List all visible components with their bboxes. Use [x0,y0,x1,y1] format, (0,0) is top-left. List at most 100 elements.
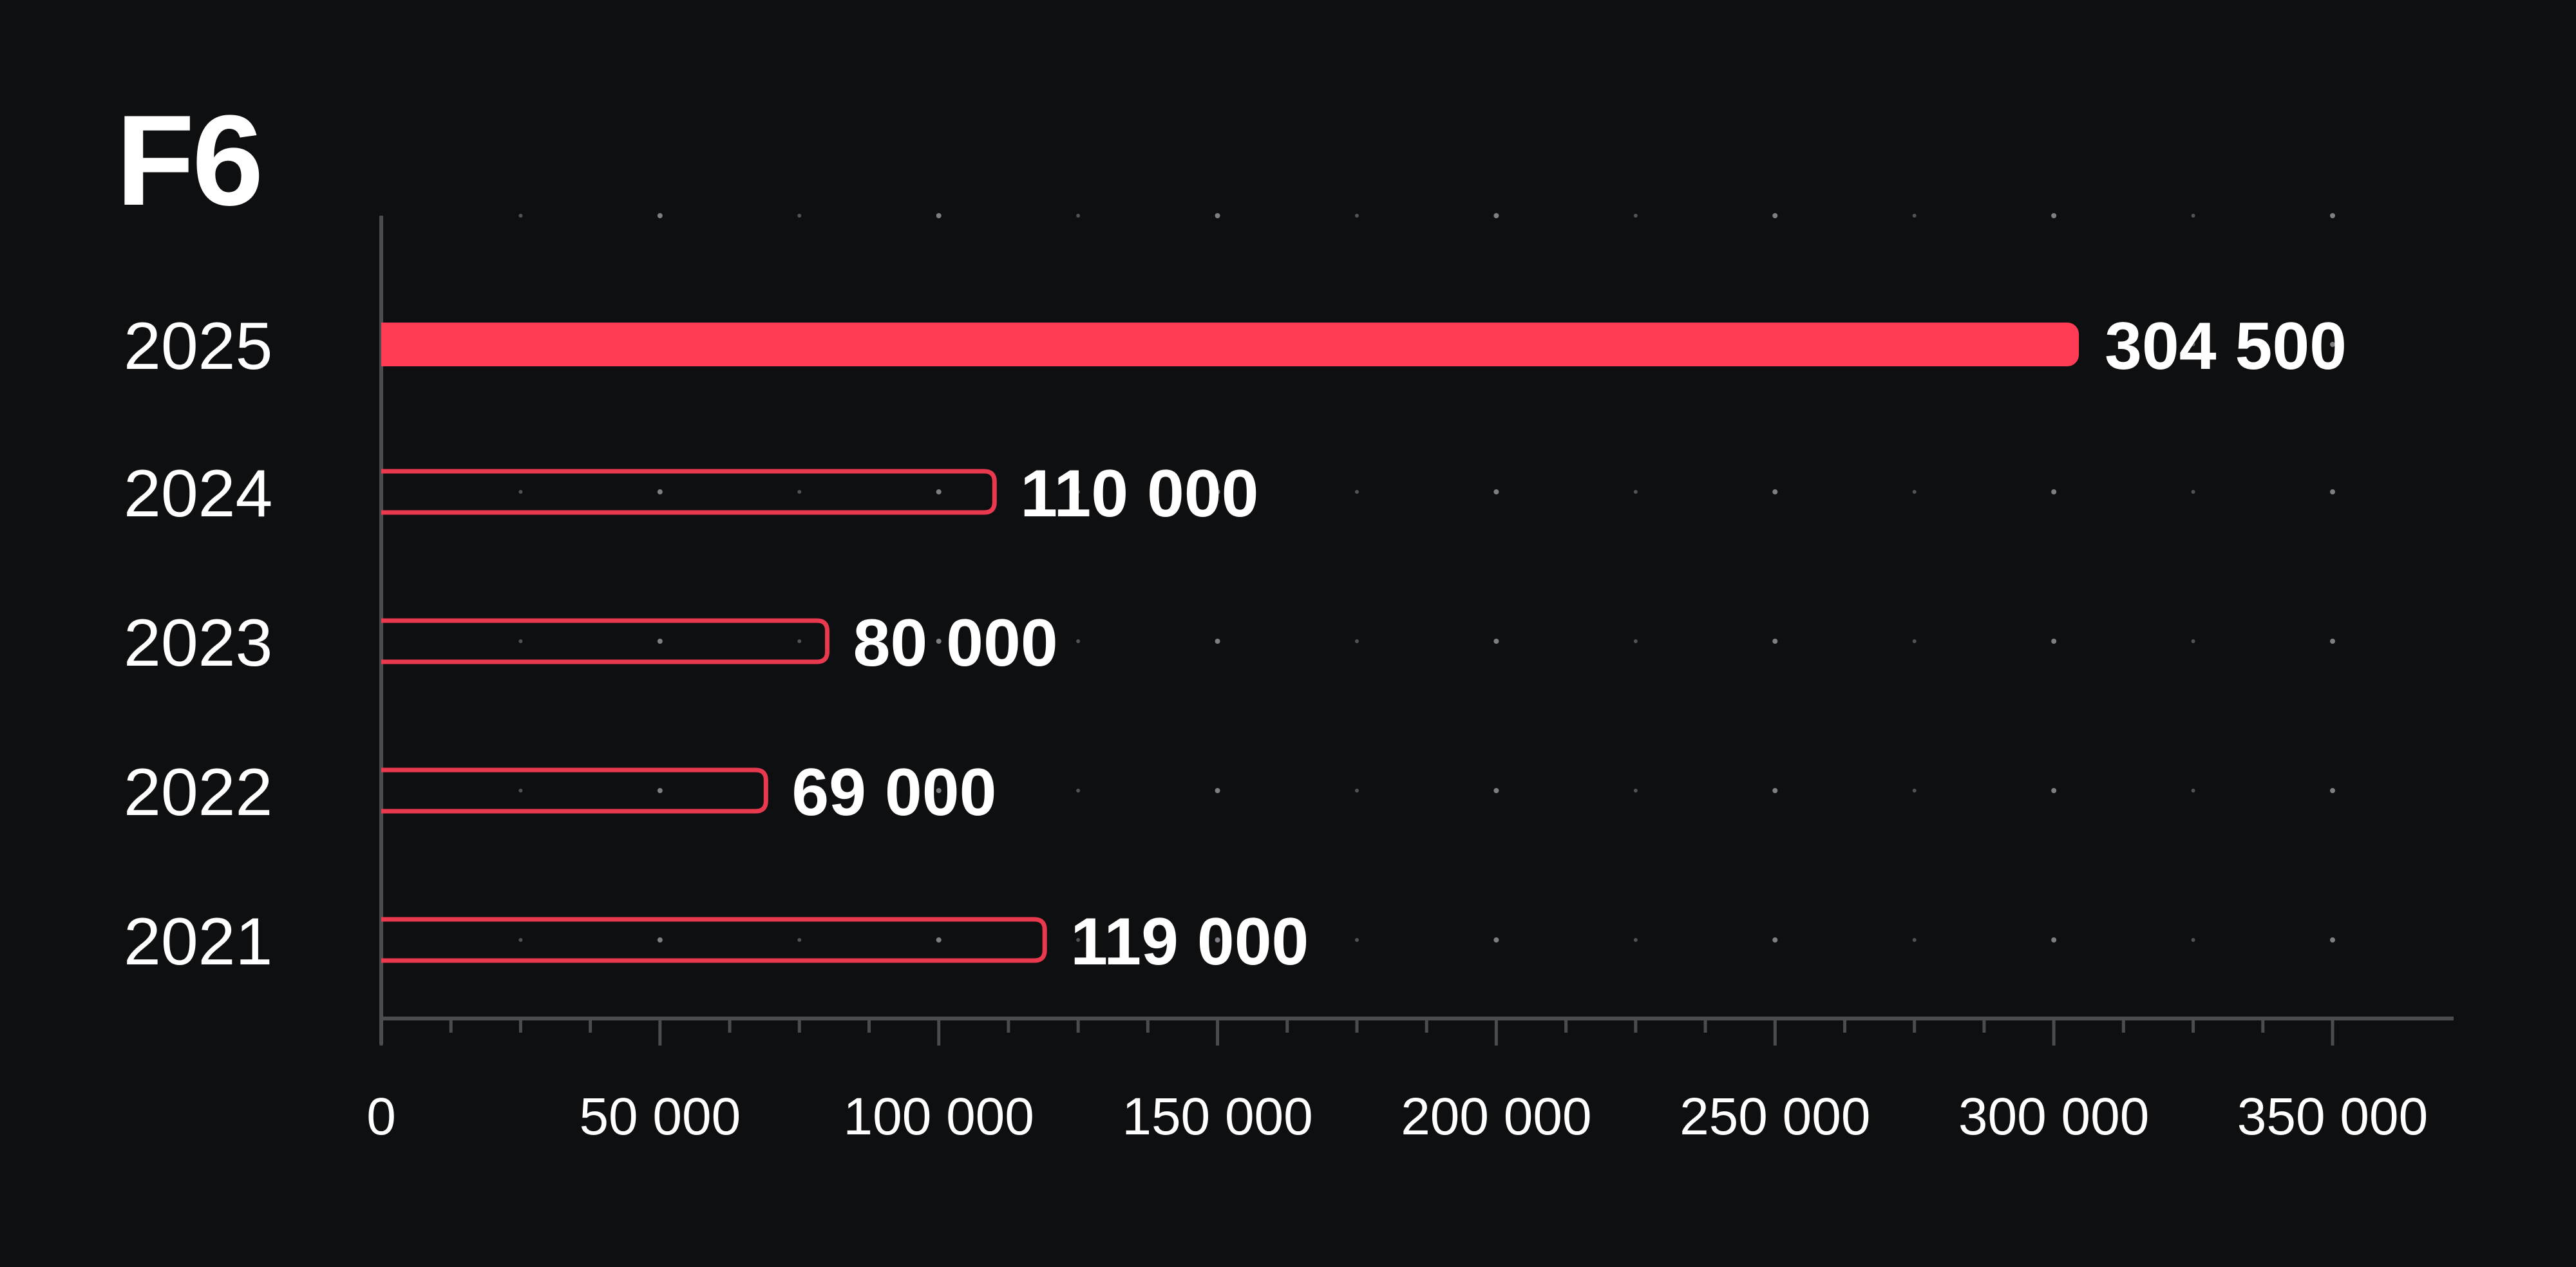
grid-dot [1215,788,1220,793]
value-label-2024: 110 000 [1020,456,1258,531]
grid-dot [2191,214,2195,218]
bar-2024 [381,469,997,515]
grid-dot [2191,639,2195,643]
grid-dot [2329,788,2335,793]
grid-dot [657,213,663,218]
grid-dot [936,788,942,793]
value-label-2022: 69 000 [791,755,996,830]
grid-dot [1076,938,1081,942]
axes: 0 50 000 100 000 150 000 200 000 250 000 300 0… [366,216,2454,1146]
x-tick-label: 350 000 [2237,1087,2428,1146]
x-tick-label: 300 000 [1958,1087,2149,1146]
grid-dot [797,214,802,218]
value-label-2021: 119 000 [1070,905,1309,979]
grid-dot [2329,342,2335,347]
category-label-2023: 2023 [124,606,272,680]
grid-dot [1633,938,1638,942]
bar-2021 [381,917,1047,963]
bars [381,323,2079,963]
labels: 2025 304 500 2024 110 000 2023 80 000 2022 69 0… [124,309,2347,979]
bar-2025-base [381,323,401,366]
category-label-2022: 2022 [124,755,272,830]
grid-dot [797,490,802,494]
grid-dot [2051,788,2057,793]
grid-dot [518,214,523,218]
grid-dot [657,788,663,793]
x-tick-label: 50 000 [579,1087,741,1146]
category-label-2025: 2025 [124,309,272,384]
grid-dot [1354,789,1359,793]
grid-dot [936,639,942,644]
grid-dot [2051,639,2057,644]
grid-dot [1912,214,1917,218]
grid-dot [1633,639,1638,643]
grid-dot [518,639,523,643]
x-tick-label: 100 000 [843,1087,1034,1146]
grid-dot [1633,214,1638,218]
grid-dot [518,789,523,793]
grid-dot [1633,789,1638,793]
grid-dot [2051,213,2057,218]
grid-dot [1354,490,1359,494]
bar-2025 [381,323,2079,366]
grid-dot [2329,489,2335,494]
grid-dot [936,937,942,943]
grid-dot [1354,639,1359,643]
grid-dot [1772,489,1778,494]
grid-dot [1912,938,1917,942]
grid-dot [797,789,802,793]
grid-dot [1076,214,1081,218]
bar-2023 [381,618,830,664]
grid-dot [1772,213,1778,218]
grid-dot [1215,213,1220,218]
grid-dot [1912,639,1917,643]
chart-title: F6 [116,89,263,232]
dot-grid [518,213,2335,943]
value-label-2025: 304 500 [2105,309,2347,384]
category-label-2021: 2021 [124,905,272,979]
grid-dot [1215,489,1220,494]
grid-dot [936,213,942,218]
grid-dot [657,489,663,494]
x-tick-label: 250 000 [1680,1087,1870,1146]
grid-dot [1215,937,1220,943]
grid-dot [518,938,523,942]
grid-dot [2191,490,2195,494]
grid-dot [797,938,802,942]
grid-dot [1493,937,1499,943]
grid-dot [1493,213,1499,218]
grid-dot [1912,490,1917,494]
grid-dot [1772,937,1778,943]
grid-dot [2191,789,2195,793]
grid-dot [1633,490,1638,494]
grid-dot [2051,489,2057,494]
x-tick-label: 200 000 [1401,1087,1591,1146]
value-label-2023: 80 000 [853,606,1058,680]
grid-dot [1493,489,1499,494]
grid-dot [1772,639,1778,644]
category-label-2024: 2024 [124,456,272,531]
grid-dot [2191,343,2195,346]
bar-2022 [381,767,768,814]
grid-dot [2191,938,2195,942]
grid-dot [657,937,663,943]
x-tick-label: 0 [366,1087,396,1146]
grid-dot [1772,788,1778,793]
grid-dot [797,639,802,643]
grid-dot [1076,490,1081,494]
grid-dot [2329,639,2335,644]
x-tick-label: 150 000 [1122,1087,1312,1146]
grid-dot [1076,639,1081,643]
grid-dot [1493,788,1499,793]
grid-dot [2329,213,2335,218]
grid-dot [657,639,663,644]
grid-dot [1215,639,1220,644]
grid-dot [1354,938,1359,942]
grid-dot [518,490,523,494]
grid-dot [1912,789,1917,793]
grid-dot [2051,937,2057,943]
grid-dot [1493,639,1499,644]
grid-dot [1076,789,1081,793]
